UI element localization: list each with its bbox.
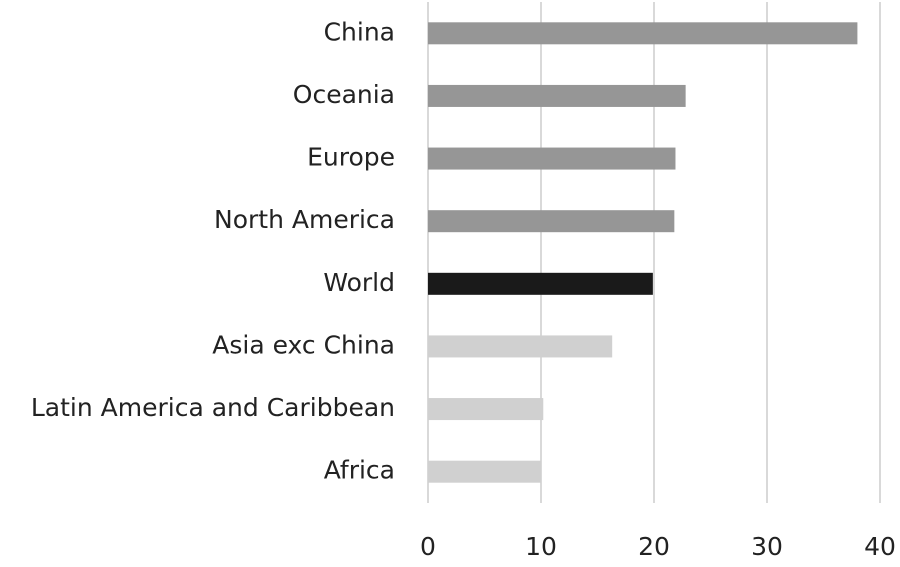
x-tick-label: 10 (525, 532, 557, 561)
y-tick-label: World (323, 268, 395, 297)
y-tick-label: Africa (324, 456, 395, 485)
y-tick-label: Asia exc China (212, 330, 395, 359)
x-tick-label: 20 (638, 532, 670, 561)
bar (428, 147, 676, 170)
bar (428, 272, 653, 295)
y-tick-label: Europe (307, 143, 395, 172)
y-tick-label: North America (214, 205, 395, 234)
x-tick-label: 0 (420, 532, 436, 561)
y-tick-label: Oceania (293, 80, 395, 109)
bar (428, 460, 541, 483)
y-tick-label: China (324, 17, 395, 46)
x-tick-label: 30 (751, 532, 783, 561)
bar (428, 84, 686, 107)
y-tick-label: Latin America and Caribbean (31, 393, 395, 422)
bar (428, 398, 544, 421)
bar (428, 22, 858, 45)
bar (428, 210, 675, 233)
bar (428, 335, 613, 358)
x-tick-label: 40 (864, 532, 896, 561)
